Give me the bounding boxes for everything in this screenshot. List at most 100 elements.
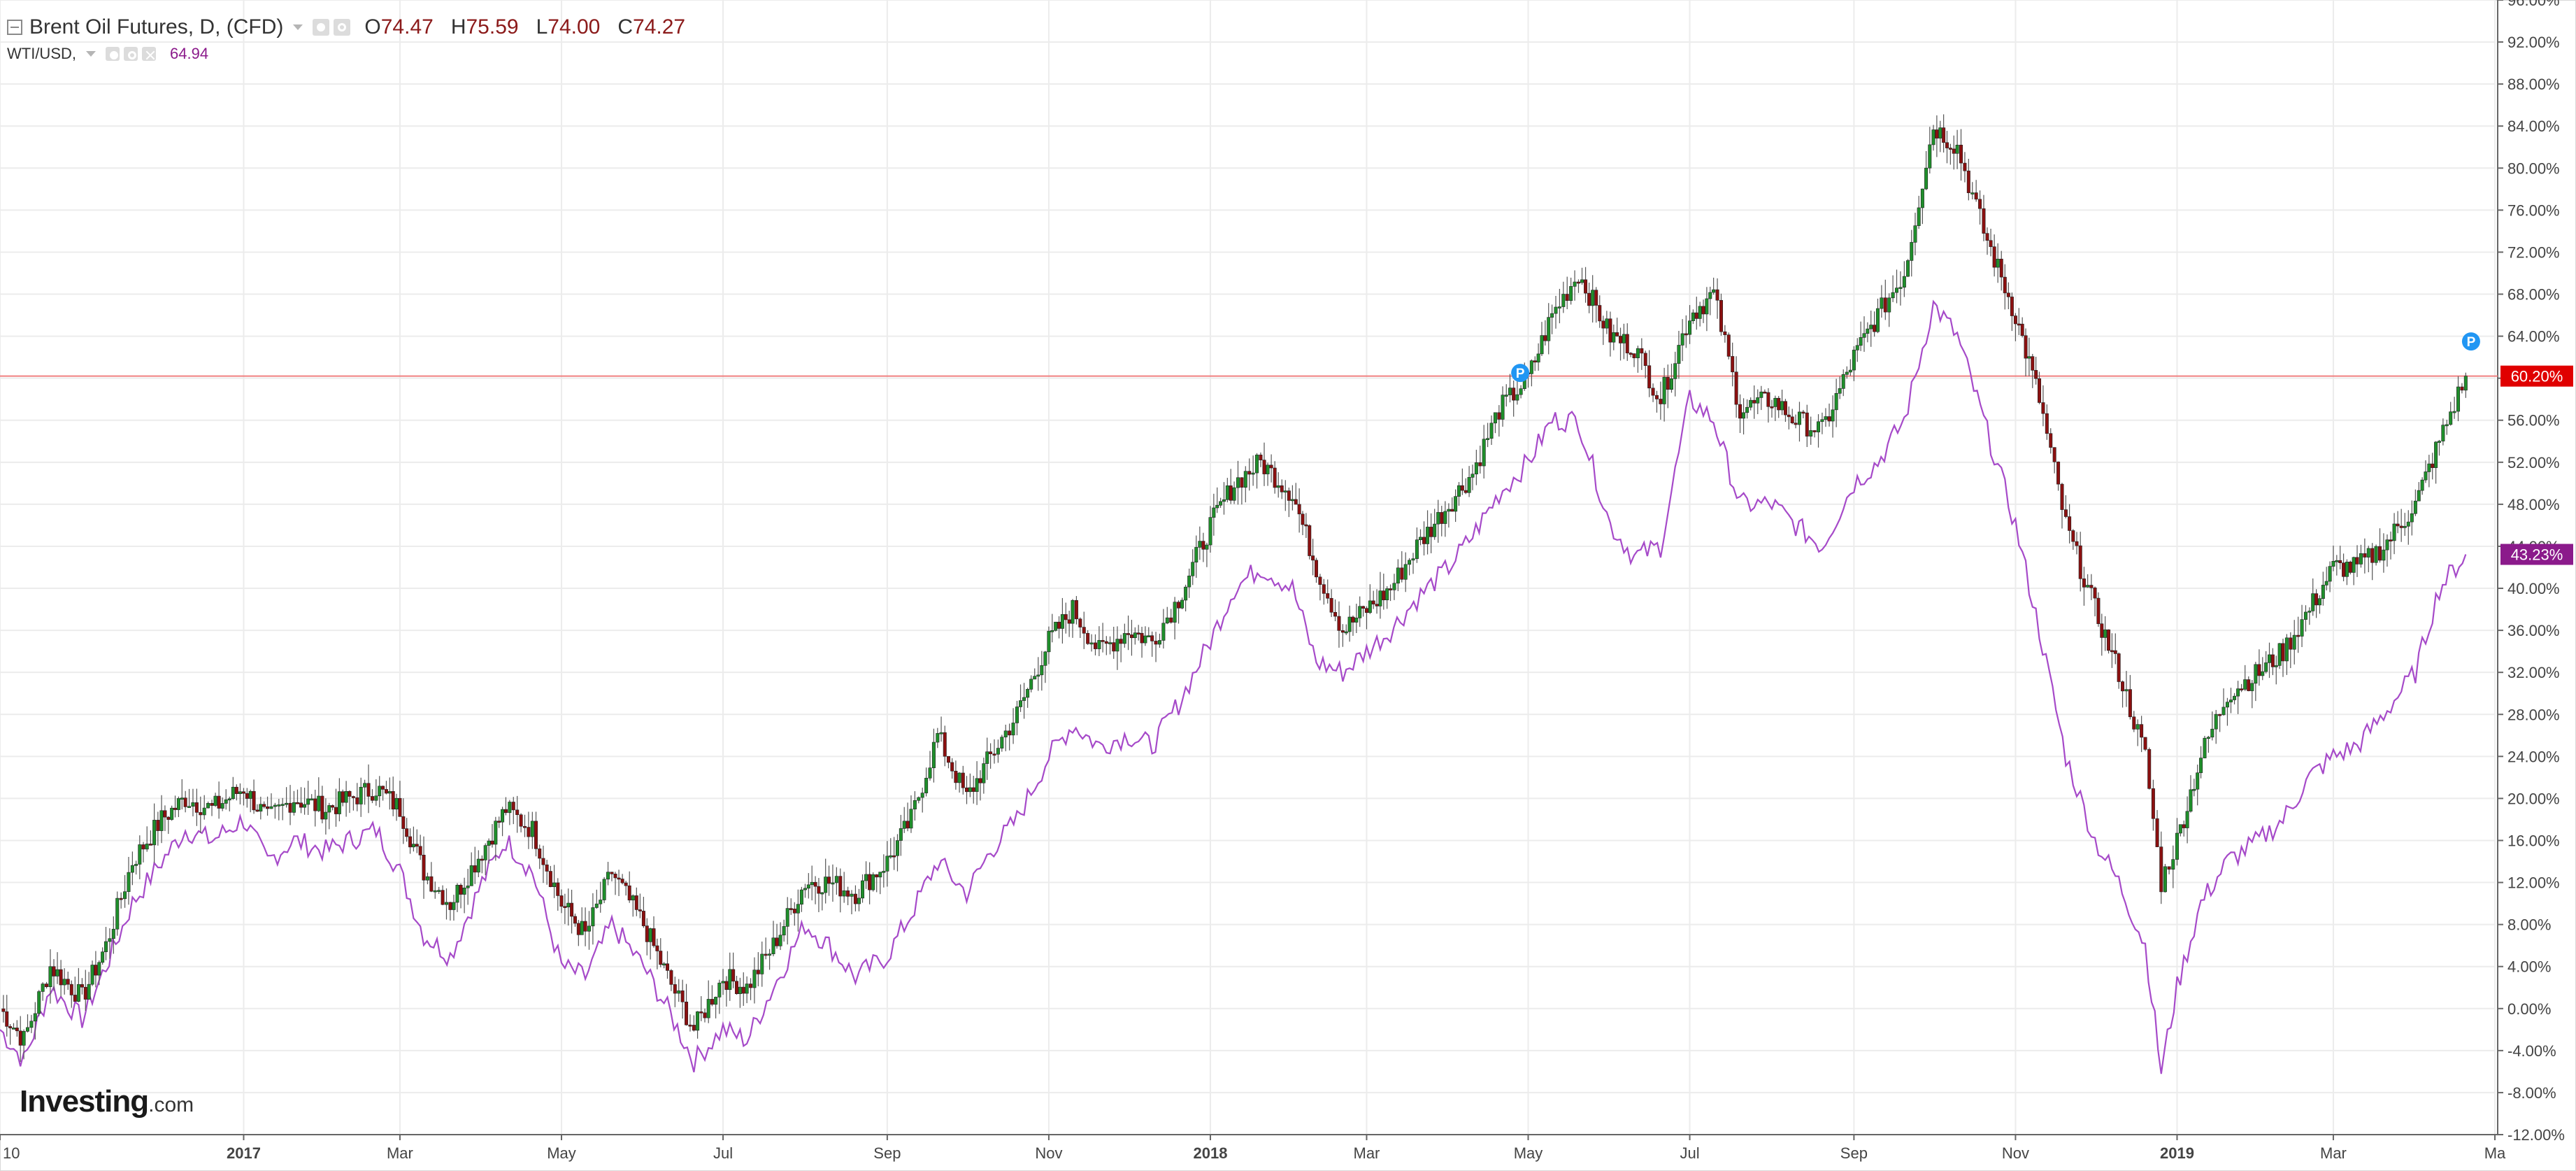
candle-body: [2359, 553, 2363, 565]
candle-body: [1205, 544, 1209, 550]
candle-body: [1136, 632, 1140, 634]
candle-body: [1594, 290, 1598, 306]
gear-icon[interactable]: [124, 47, 138, 61]
y-tick-label: 36.00%: [2507, 622, 2560, 639]
gear-icon[interactable]: [334, 19, 351, 36]
candle-body: [1625, 334, 1629, 354]
candle-body: [2431, 463, 2435, 468]
candle-body: [1057, 621, 1061, 629]
candle-body: [255, 809, 259, 812]
candle-body: [827, 877, 831, 884]
candle-body: [187, 806, 192, 808]
candle-body: [1101, 640, 1105, 642]
candle-body: [2163, 866, 2167, 893]
collapse-icon[interactable]: [7, 20, 22, 35]
candle-body: [26, 1027, 30, 1032]
candle-body: [1486, 438, 1490, 440]
candle-body: [1344, 631, 1348, 634]
candle-body: [583, 921, 587, 932]
candle-body: [1251, 472, 1255, 475]
candle-body: [1232, 487, 1236, 501]
candle-body: [217, 795, 221, 809]
candle-body: [1460, 485, 1464, 491]
candle-body: [1154, 641, 1158, 645]
candle-body: [1198, 541, 1202, 548]
event-marker[interactable]: [2461, 332, 2480, 351]
low-value: 74.00: [548, 15, 601, 38]
event-marker[interactable]: [1511, 364, 1530, 383]
candle-body: [398, 797, 402, 817]
candle-body: [552, 882, 557, 888]
candle-body: [444, 902, 448, 905]
candle-body: [1266, 464, 1270, 474]
candle-body: [1817, 421, 1821, 432]
candle-body: [104, 941, 108, 953]
candle-body: [2456, 386, 2461, 412]
candle-body: [1222, 499, 1226, 502]
candle-body: [1587, 292, 1591, 306]
candle-body: [1752, 399, 1756, 404]
candle-body: [2292, 634, 2296, 650]
candle-body: [2338, 560, 2342, 563]
candle-body: [1612, 332, 1616, 343]
candle-body: [1666, 376, 1670, 390]
candle-body: [422, 855, 426, 881]
investing-logo: Investing.com: [20, 1084, 194, 1119]
candle-body: [909, 809, 913, 829]
candle-body: [130, 865, 134, 873]
candle-body: [920, 793, 924, 798]
chevron-down-icon[interactable]: [293, 24, 303, 30]
candle-body: [602, 879, 606, 900]
candle-body: [2324, 581, 2328, 586]
candle-body: [101, 951, 105, 963]
y-tick-label: 80.00%: [2507, 159, 2560, 177]
primary-symbol-name[interactable]: Brent Oil Futures, D, (CFD): [29, 15, 284, 38]
candle-body: [1547, 317, 1551, 341]
candle-body: [48, 966, 52, 988]
candle-body: [580, 921, 584, 935]
candle-body: [1161, 623, 1166, 641]
candle-body: [1659, 399, 1663, 404]
eye-icon[interactable]: [106, 47, 120, 61]
candle-body: [269, 806, 273, 809]
eye-icon[interactable]: [313, 19, 330, 36]
candle-body: [714, 997, 718, 1005]
candle-body: [2261, 671, 2265, 676]
open-label: O: [364, 15, 381, 38]
candle-body: [724, 981, 729, 990]
candle-body: [834, 876, 838, 883]
secondary-symbol-name[interactable]: WTI/USD,: [7, 45, 76, 62]
candle-body: [899, 828, 903, 841]
candle-body: [2031, 356, 2035, 371]
candle-body: [906, 821, 910, 829]
candle-body: [1715, 289, 1719, 301]
candle-body: [1827, 416, 1831, 422]
candle-body: [1064, 614, 1068, 620]
candle-body: [1454, 496, 1458, 512]
candle-body: [1187, 575, 1192, 588]
close-icon[interactable]: [142, 47, 156, 61]
candle-body: [1540, 335, 1544, 355]
candle-body: [1276, 485, 1280, 488]
candle-body: [1794, 423, 1798, 425]
chevron-down-icon[interactable]: [86, 51, 96, 57]
candle-body: [931, 741, 936, 769]
candle-body: [163, 810, 167, 818]
candle-body: [2006, 292, 2010, 297]
candle-body: [2374, 546, 2378, 563]
candle-body: [796, 904, 800, 914]
candle-body: [2434, 441, 2438, 468]
candle-body: [22, 1031, 26, 1046]
candle-body: [2159, 846, 2163, 893]
candle-body: [2370, 548, 2375, 563]
candle-body: [1913, 225, 1917, 243]
candle-body: [313, 798, 317, 811]
candle-body: [1333, 611, 1338, 617]
secondary-value: 64.94: [170, 45, 209, 62]
candle-body: [1368, 600, 1372, 613]
candle-body: [2289, 637, 2293, 650]
candle-body: [1354, 618, 1359, 623]
y-tick-label: 12.00%: [2507, 874, 2560, 892]
